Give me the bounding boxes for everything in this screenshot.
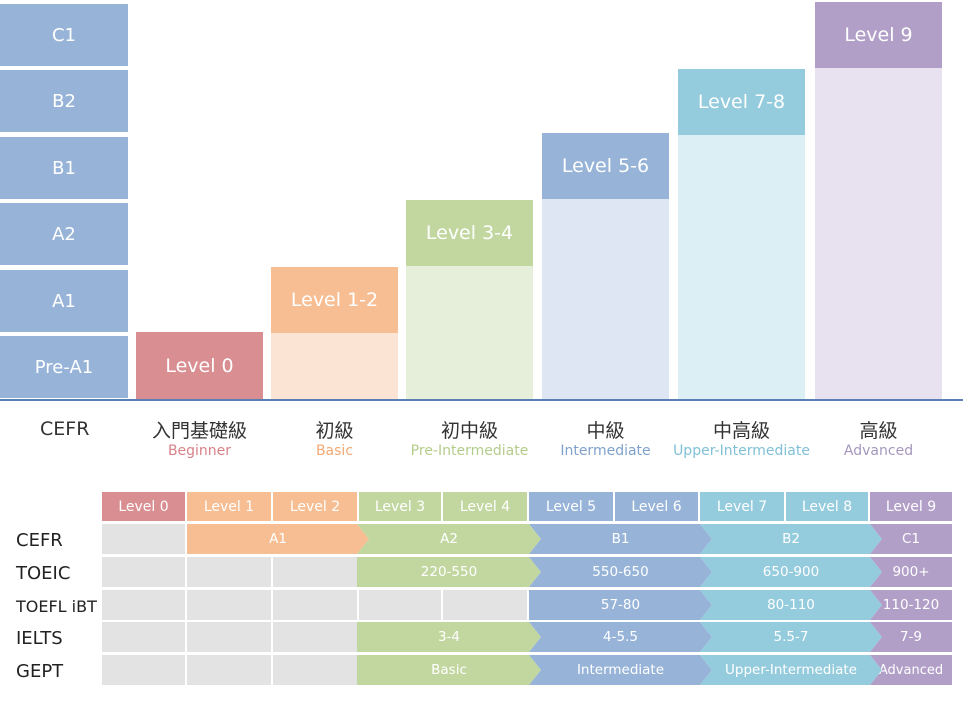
row-label-toefl: TOEFL iBT	[16, 596, 97, 616]
step-body-5	[815, 2, 942, 399]
cefr-b1-segment: B1	[529, 524, 712, 554]
cefr-a1-segment: A1	[187, 524, 369, 554]
toeic-cyan-segment: 650-900	[700, 557, 882, 587]
cefr-cell-a1: A1	[0, 270, 128, 332]
toeic-cell-level1	[187, 557, 271, 587]
row-label-ielts: IELTS	[16, 627, 63, 649]
toefl-cell-level4	[443, 590, 527, 620]
gept-cell-level2	[273, 655, 357, 685]
cefr-a2-segment: A2	[357, 524, 541, 554]
category-cn-1: 初級	[315, 420, 354, 442]
cefr-cell-pre-a1: Pre-A1	[0, 336, 128, 398]
category-cn-3: 中級	[586, 420, 625, 442]
cefr-b2-segment: B2	[700, 524, 882, 554]
toeic-cell-level2	[273, 557, 357, 587]
step-head-3: Level 5-6	[542, 133, 669, 199]
table-header-level-8: Level 8	[786, 492, 868, 521]
category-en-1: Basic	[315, 443, 354, 459]
ielts-cell-level2	[273, 622, 357, 652]
cefr-axis-label: CEFR	[40, 418, 90, 440]
ielts-blue-segment: 4-5.5	[529, 622, 712, 652]
ielts-green-segment: 3-4	[357, 622, 541, 652]
table-header-level-2: Level 2	[273, 492, 357, 521]
gept-cell-level1	[187, 655, 271, 685]
step-head-2: Level 3-4	[406, 200, 533, 266]
ielts-purple-segment: 7-9	[870, 622, 952, 652]
gept-green-segment: Basic	[357, 655, 541, 685]
category-en-5: Advanced	[843, 443, 914, 459]
cefr-cell-b1: B1	[0, 137, 128, 199]
cefr-cell-level0	[102, 524, 185, 554]
step-head-4: Level 7-8	[678, 69, 805, 135]
ielts-cyan-segment: 5.5-7	[700, 622, 882, 652]
toeic-green-segment: 220-550	[357, 557, 541, 587]
row-label-toeic: TOEIC	[16, 562, 71, 584]
category-en-0: Beginner	[167, 443, 232, 459]
toeic-purple-segment: 900+	[870, 557, 952, 587]
toefl-cell-level0	[102, 590, 185, 620]
toefl-blue-segment: 57-80	[529, 590, 712, 620]
gept-blue-segment: Intermediate	[529, 655, 712, 685]
cefr-c1-segment: C1	[870, 524, 952, 554]
gept-purple-segment: Advanced	[870, 655, 952, 685]
step-head-0: Level 0	[136, 332, 263, 399]
toefl-cell-level1	[187, 590, 271, 620]
table-header-level-7: Level 7	[700, 492, 784, 521]
ielts-cell-level0	[102, 622, 185, 652]
table-header-level-6: Level 6	[615, 492, 698, 521]
category-cn-4: 中高級	[712, 420, 770, 442]
table-header-level-4: Level 4	[443, 492, 527, 521]
category-en-2: Pre-Intermediate	[410, 443, 529, 459]
gept-cell-level0	[102, 655, 185, 685]
toeic-blue-segment: 550-650	[529, 557, 712, 587]
toeic-cell-level0	[102, 557, 185, 587]
toefl-cell-level2	[273, 590, 357, 620]
row-label-gept: GEPT	[16, 660, 64, 682]
category-cn-5: 高級	[859, 420, 898, 442]
category-cn-2: 初中級	[440, 420, 498, 442]
step-head-1: Level 1-2	[271, 267, 398, 333]
category-en-3: Intermediate	[560, 443, 651, 459]
cefr-cell-b2: B2	[0, 70, 128, 132]
table-header-level-5: Level 5	[529, 492, 613, 521]
ielts-cell-level1	[187, 622, 271, 652]
category-cn-0: 入門基礎級	[151, 420, 247, 442]
toefl-cell-level3	[359, 590, 441, 620]
gept-cyan-segment: Upper-Intermediate	[700, 655, 882, 685]
table-header-level-0: Level 0	[102, 492, 185, 521]
toefl-cyan-segment: 80-110	[700, 590, 882, 620]
row-label-cefr: CEFR	[16, 529, 63, 551]
table-header-level-9: Level 9	[870, 492, 952, 521]
table-header-level-3: Level 3	[359, 492, 441, 521]
baseline-divider	[0, 399, 963, 401]
toefl-purple-segment: 110-120	[870, 590, 952, 620]
table-header-level-1: Level 1	[187, 492, 271, 521]
cefr-cell-a2: A2	[0, 203, 128, 265]
cefr-cell-c1: C1	[0, 4, 128, 66]
step-head-5: Level 9	[815, 2, 942, 68]
category-en-4: Upper-Intermediate	[673, 443, 810, 459]
